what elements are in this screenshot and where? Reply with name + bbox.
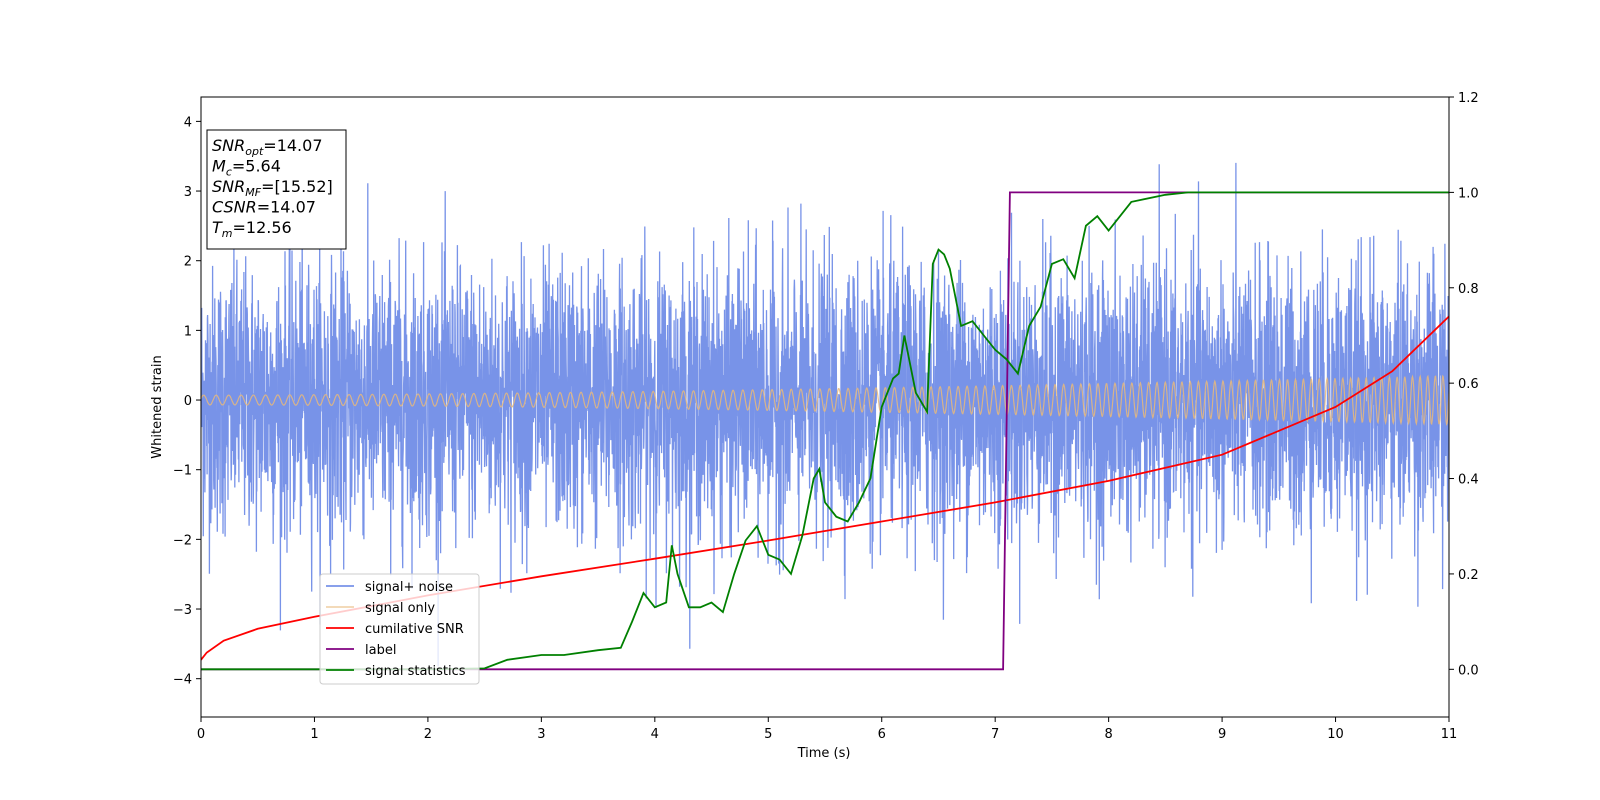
y2-tick-label: 0.0 xyxy=(1458,663,1479,678)
y-tick-label: −4 xyxy=(173,673,192,688)
y-tick-label: −3 xyxy=(173,603,192,618)
x-tick-label: 11 xyxy=(1441,727,1458,742)
x-tick-label: 3 xyxy=(537,727,545,742)
x-tick-label: 4 xyxy=(651,727,659,742)
x-tick-label: 7 xyxy=(991,727,999,742)
annotation-line: Tm=12.56 xyxy=(212,218,292,240)
series-cumulative-snr xyxy=(201,315,1449,661)
annotation-box: SNRopt=14.07Mc=5.64SNRMF=[15.52]CSNR=14.… xyxy=(206,129,347,250)
annotation-line: SNRMF=[15.52] xyxy=(212,177,333,199)
y2-tick-label: 0.8 xyxy=(1458,282,1479,297)
series-signal-noise xyxy=(201,162,1449,667)
y-tick-label: 4 xyxy=(184,115,192,130)
legend-label: signal only xyxy=(365,601,435,616)
y-axis-label: Whitened strain xyxy=(150,355,165,458)
legend-label: signal+ noise xyxy=(365,580,453,595)
plot-area xyxy=(201,162,1449,671)
series-signal-statistics xyxy=(201,191,1449,671)
legend-label: cumilative SNR xyxy=(365,622,464,637)
plot-frame xyxy=(200,96,1450,718)
y2-tick-label: 0.2 xyxy=(1458,568,1479,583)
y-tick-label: −1 xyxy=(173,464,192,479)
y2-tick-label: 1.0 xyxy=(1458,186,1479,201)
axes: 0 1 2 3 4 5 6 7 8 9 10 11 −4 −3 −2 −1 0 1 2 3 4 0.0 0.2 0.4 0.6 0… xyxy=(173,91,1479,742)
annotation-frame xyxy=(206,129,347,250)
x-tick-label: 0 xyxy=(197,727,205,742)
x-tick-label: 9 xyxy=(1218,727,1226,742)
legend-label: signal statistics xyxy=(365,664,466,679)
series-signal-only xyxy=(201,374,1449,426)
x-tick-label: 8 xyxy=(1104,727,1112,742)
x-tick-label: 2 xyxy=(424,727,432,742)
legend: signal+ noise signal only cumilative SNR la… xyxy=(319,573,480,685)
x-tick-label: 1 xyxy=(310,727,318,742)
y-tick-label: 1 xyxy=(184,324,192,339)
annotation-line: CSNR=14.07 xyxy=(212,198,316,217)
y-tick-label: 2 xyxy=(184,255,192,270)
x-tick-label: 10 xyxy=(1327,727,1344,742)
y2-tick-label: 1.2 xyxy=(1458,91,1479,106)
x-tick-label: 6 xyxy=(878,727,886,742)
y-tick-label: 0 xyxy=(184,394,192,409)
legend-label: label xyxy=(365,643,396,658)
y2-tick-label: 0.4 xyxy=(1458,473,1479,488)
x-tick-label: 5 xyxy=(764,727,772,742)
y-tick-label: 3 xyxy=(184,185,192,200)
y2-tick-label: 0.6 xyxy=(1458,377,1479,392)
annotation-line: Mc=5.64 xyxy=(212,157,281,179)
x-axis-label: Time (s) xyxy=(797,746,851,761)
annotation-line: SNRopt=14.07 xyxy=(212,136,323,158)
y-tick-label: −2 xyxy=(173,533,192,548)
legend-frame xyxy=(319,573,480,685)
